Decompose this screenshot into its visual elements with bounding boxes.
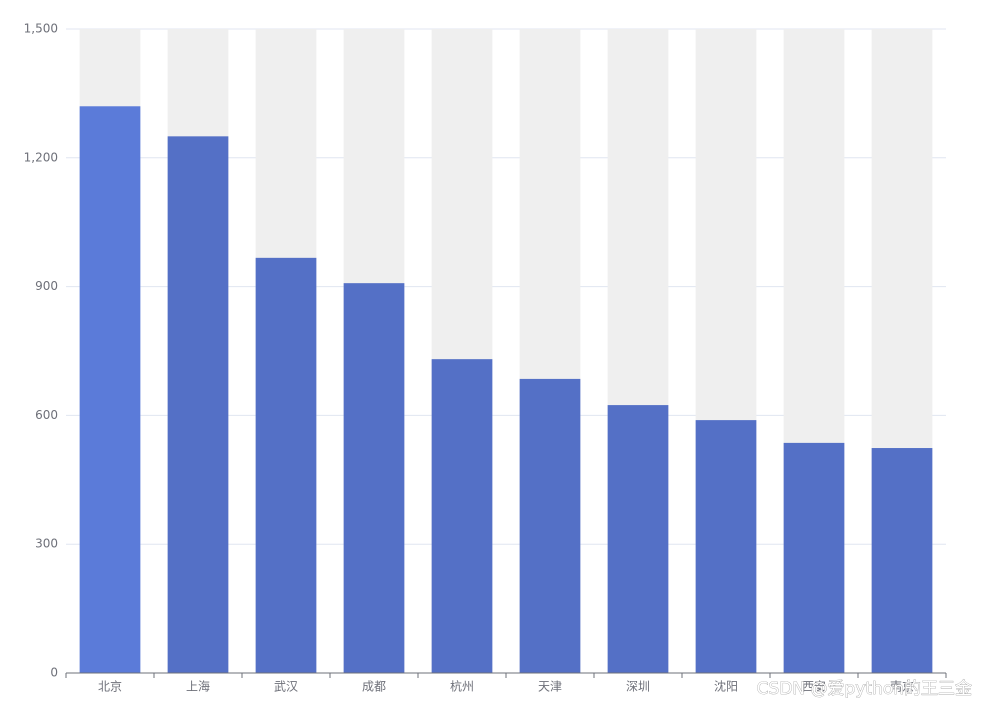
x-tick-label: 武汉 <box>274 680 298 694</box>
x-tick-label: 上海 <box>186 679 210 694</box>
bar <box>167 136 229 674</box>
x-tick-label: 西安 <box>802 679 826 694</box>
x-tick-label: 沈阳 <box>714 679 738 694</box>
bar <box>255 257 317 673</box>
bar <box>783 442 845 673</box>
x-tick-label: 杭州 <box>450 679 474 694</box>
y-tick-label: 0 <box>50 666 58 680</box>
y-tick-label: 900 <box>35 279 58 293</box>
bar <box>431 359 493 673</box>
bar <box>871 448 933 673</box>
bar <box>79 106 141 673</box>
x-tick-label: 南京 <box>890 679 914 694</box>
watermark: CSDN @爱python的王三金 <box>757 679 972 699</box>
bar <box>695 420 757 673</box>
y-tick-label: 300 <box>35 537 58 551</box>
x-tick-label: 成都 <box>362 680 386 694</box>
y-tick-label: 1,200 <box>24 150 58 164</box>
x-tick-label: 深圳 <box>626 680 650 694</box>
bar <box>607 405 669 673</box>
x-tick-label: 天津 <box>538 680 562 694</box>
y-tick-label: 600 <box>35 408 58 422</box>
bar <box>519 378 581 673</box>
bar <box>343 283 405 673</box>
y-tick-label: 1,500 <box>24 22 58 36</box>
x-tick-label: 北京 <box>98 680 122 694</box>
